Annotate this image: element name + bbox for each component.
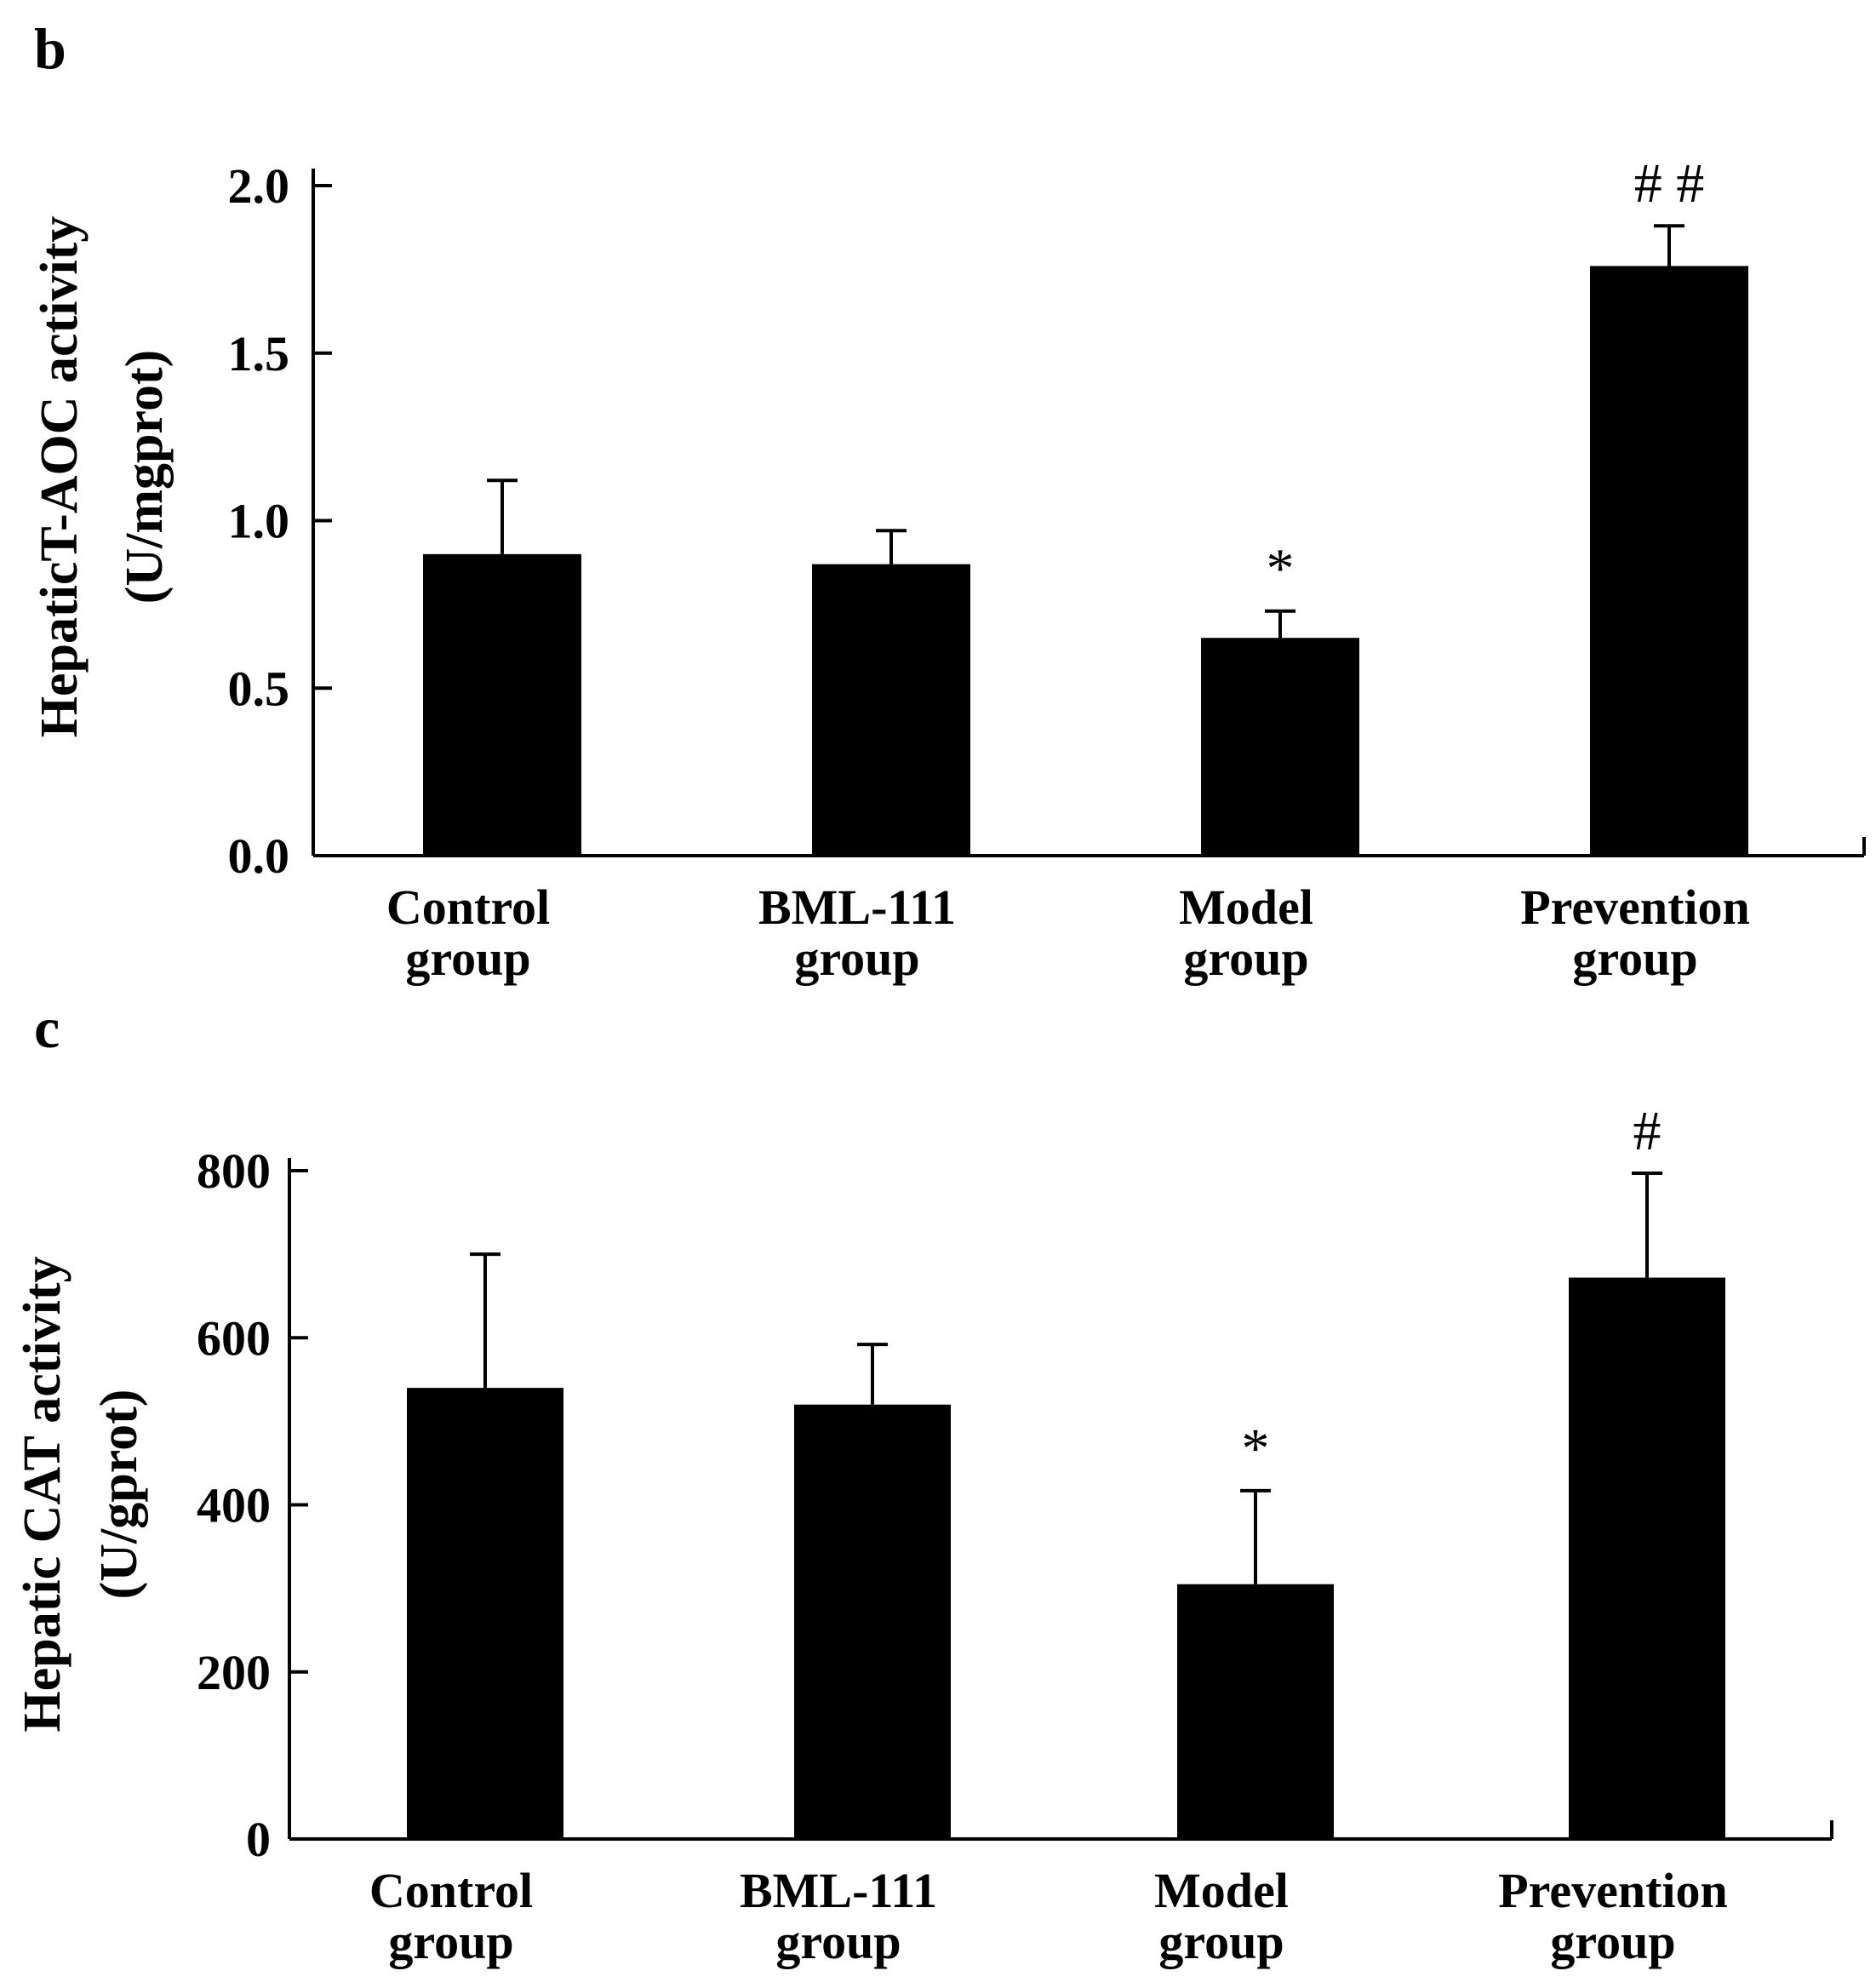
bar — [812, 564, 970, 856]
x-tick-label: group — [1183, 931, 1308, 986]
bar — [407, 1388, 563, 1839]
x-tick-label: group — [775, 1914, 901, 1969]
y-axis-title: HepaticT-AOC activity — [31, 216, 89, 737]
x-tick-label: Model — [1154, 1863, 1289, 1918]
x-tick-label: Model — [1179, 879, 1313, 935]
y-tick-label: 2.0 — [228, 158, 290, 214]
bar — [1569, 1277, 1725, 1839]
x-tick-label: BML-111 — [740, 1863, 937, 1918]
x-tick-label: Prevention — [1520, 879, 1750, 935]
bar — [1201, 638, 1359, 856]
y-tick-label: 0.5 — [228, 661, 290, 716]
bar — [794, 1404, 951, 1839]
bar — [423, 553, 581, 856]
x-tick-label: Control — [386, 879, 550, 935]
y-tick-label: 1.0 — [228, 494, 290, 549]
x-tick-label: group — [1572, 931, 1697, 986]
y-tick-label: 400 — [197, 1478, 271, 1533]
x-tick-label: Prevention — [1498, 1863, 1728, 1918]
significance-marker: # — [1633, 1100, 1662, 1162]
significance-marker: * — [1242, 1418, 1270, 1480]
panel-letter: b — [34, 16, 66, 81]
y-tick-label: 0 — [246, 1812, 271, 1867]
bar — [1590, 266, 1748, 856]
y-axis-title-units: (U/gprot) — [90, 1389, 148, 1600]
x-tick-label: group — [388, 1914, 513, 1969]
y-axis-title-units: (U/mgprot) — [116, 350, 174, 604]
chart-panel-c: c0200400600800ControlgroupBML-111group*M… — [14, 995, 1833, 1969]
significance-marker: # # — [1634, 152, 1705, 215]
x-tick-label: BML-111 — [758, 879, 956, 935]
bar — [1177, 1584, 1334, 1839]
x-tick-label: group — [794, 931, 919, 986]
panel-letter: c — [34, 995, 60, 1060]
x-tick-label: group — [1158, 1914, 1284, 1969]
y-tick-label: 0.0 — [228, 828, 290, 884]
y-tick-label: 200 — [197, 1645, 271, 1700]
x-tick-label: Control — [369, 1863, 533, 1918]
y-tick-label: 1.5 — [228, 326, 290, 381]
significance-marker: * — [1267, 538, 1295, 600]
x-tick-label: group — [1550, 1914, 1675, 1969]
chart-panel-b: b0.00.51.01.52.0ControlgroupBML-111group… — [31, 16, 1866, 986]
y-tick-label: 600 — [197, 1310, 271, 1366]
y-axis-title: Hepatic CAT activity — [14, 1256, 71, 1732]
y-tick-label: 800 — [197, 1143, 271, 1199]
x-tick-label: group — [405, 931, 530, 986]
